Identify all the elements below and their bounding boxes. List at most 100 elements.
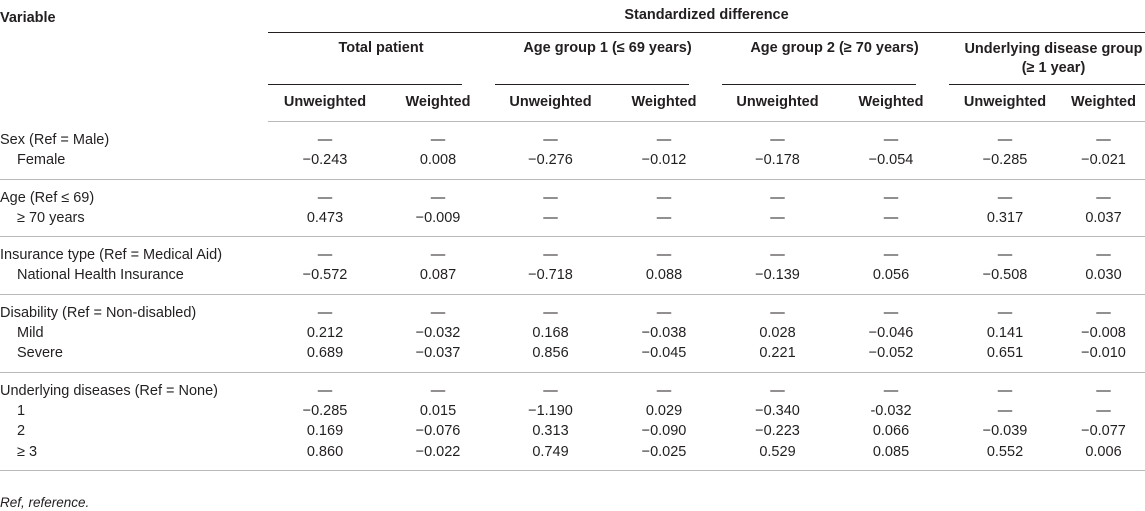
weighted-cell: 0.088 [607,265,721,295]
weighted-cell: — [656,189,672,206]
std-diff-rule [268,32,1145,33]
weighted-cell: — [607,207,721,238]
weighted-cell: 0.006 [1062,441,1145,471]
weighted-cell: — [883,247,899,264]
unweighted-cell: — [317,382,333,399]
weighted-cell: — [656,382,672,399]
table-row: National Health Insurance −0.572 0.087 −0.7… [0,265,1145,295]
unweighted-cell: 0.860 [268,441,382,471]
weighted-cell: -0.032 [870,402,912,419]
row-sublabel: 2 [17,423,26,440]
unweighted-cell: −0.039 [982,423,1028,440]
weighted-cell: −0.076 [415,423,461,440]
weighted-header: Weighted [607,82,721,122]
group-header-age1: Age group 1 (≤ 69 years) [523,40,692,56]
row-sublabel: Severe [0,343,268,373]
unweighted-cell: — [317,132,333,148]
variable-header: Variable [0,10,56,26]
group-header-age2: Age group 2 (≥ 70 years) [750,40,919,56]
weighted-cell: — [1096,402,1111,419]
unweighted-header: Unweighted [721,82,834,122]
table-row: Sex (Ref = Male) — — — — — — — — [0,122,1145,151]
weighted-cell: — [1096,247,1111,264]
weighted-cell: — [883,382,899,399]
row-label: Disability (Ref = Non-disabled) [0,304,197,321]
weighted-cell: 0.030 [1062,265,1145,295]
unweighted-cell: — [317,247,333,264]
unweighted-cell: 0.169 [306,423,344,440]
weighted-cell: 0.085 [834,441,948,471]
table-row: 2 0.169 −0.076 0.313 −0.090 −0.223 0.066 −0.039… [0,421,1145,441]
unweighted-cell: — [770,189,785,206]
unweighted-cell: — [543,304,558,321]
table-footnote: Ref, reference. [0,495,90,510]
weighted-cell: — [883,189,899,206]
unweighted-cell: −0.572 [268,265,382,295]
group-rule-total [268,84,462,85]
unweighted-cell: −1.190 [528,402,573,419]
weighted-cell: −0.077 [1081,423,1126,440]
unweighted-cell: — [997,304,1013,321]
row-label: Sex (Ref = Male) [0,131,110,148]
row-label: Age (Ref ≤ 69) [0,189,95,206]
unweighted-cell: — [997,189,1013,206]
unweighted-cell: 0.168 [532,325,569,342]
row-label: Underlying diseases (Ref = None) [0,382,219,399]
unweighted-cell: — [543,247,558,264]
unweighted-cell: 0.141 [986,325,1024,342]
unweighted-header: Unweighted [268,82,382,122]
unweighted-cell: 0.689 [268,343,382,373]
weighted-cell: — [1096,382,1111,399]
row-sublabel: 1 [17,402,26,419]
unweighted-cell: −0.178 [721,150,834,180]
row-sublabel: National Health Insurance [0,265,268,295]
unweighted-cell: 0.317 [948,207,1062,238]
weighted-cell: −0.008 [1081,325,1126,342]
row-label: Insurance type (Ref = Medical Aid) [0,247,223,264]
weighted-cell: −0.037 [382,343,494,373]
unweighted-cell: — [770,247,785,264]
unweighted-cell: −0.276 [494,150,607,180]
row-sublabel: ≥ 3 [0,441,268,471]
weighted-cell: — [430,382,446,399]
weighted-cell: 0.015 [419,402,457,419]
unweighted-cell: 0.028 [759,325,796,342]
weighted-cell: — [656,304,672,321]
weighted-cell: −0.021 [1062,150,1145,180]
weighted-cell: — [656,247,672,264]
weighted-cell: 0.008 [382,150,494,180]
unweighted-cell: — [543,189,558,206]
unweighted-cell: — [770,304,785,321]
table-row: Insurance type (Ref = Medical Aid) — — — — — —… [0,237,1145,266]
group-header-total: Total patient [338,40,424,56]
unweighted-cell: 0.313 [532,423,569,440]
unweighted-cell: — [543,132,558,148]
unweighted-cell: 0.473 [268,207,382,238]
unweighted-cell: — [997,247,1013,264]
weighted-header: Weighted [1062,82,1145,122]
weighted-cell: — [1096,132,1111,148]
unweighted-cell: −0.340 [755,402,800,419]
unweighted-cell: — [770,382,785,399]
table-row: Age (Ref ≤ 69) — — — — — — — — [0,179,1145,208]
group-rule-age1 [495,84,689,85]
unweighted-header: Unweighted [494,82,607,122]
unweighted-cell: — [721,207,834,238]
unweighted-cell: 0.856 [494,343,607,373]
unweighted-cell: −0.243 [268,150,382,180]
weighted-cell: — [883,132,899,148]
unweighted-cell: — [494,207,607,238]
unweighted-cell: — [317,304,333,321]
standardized-difference-table: Variable Standardized difference Total p… [0,7,1145,471]
weighted-cell: −0.054 [834,150,948,180]
weighted-header: Weighted [834,82,948,122]
weighted-cell: 0.066 [872,423,910,440]
weighted-cell: −0.046 [868,325,914,342]
weighted-cell: — [883,304,899,321]
group-header-underlying: Underlying disease group (≥ 1 year) [964,41,1143,76]
weighted-cell: — [430,304,446,321]
weighted-cell: −0.025 [607,441,721,471]
unweighted-cell: −0.223 [755,423,800,440]
weighted-cell: — [430,189,446,206]
weighted-cell: −0.012 [607,150,721,180]
